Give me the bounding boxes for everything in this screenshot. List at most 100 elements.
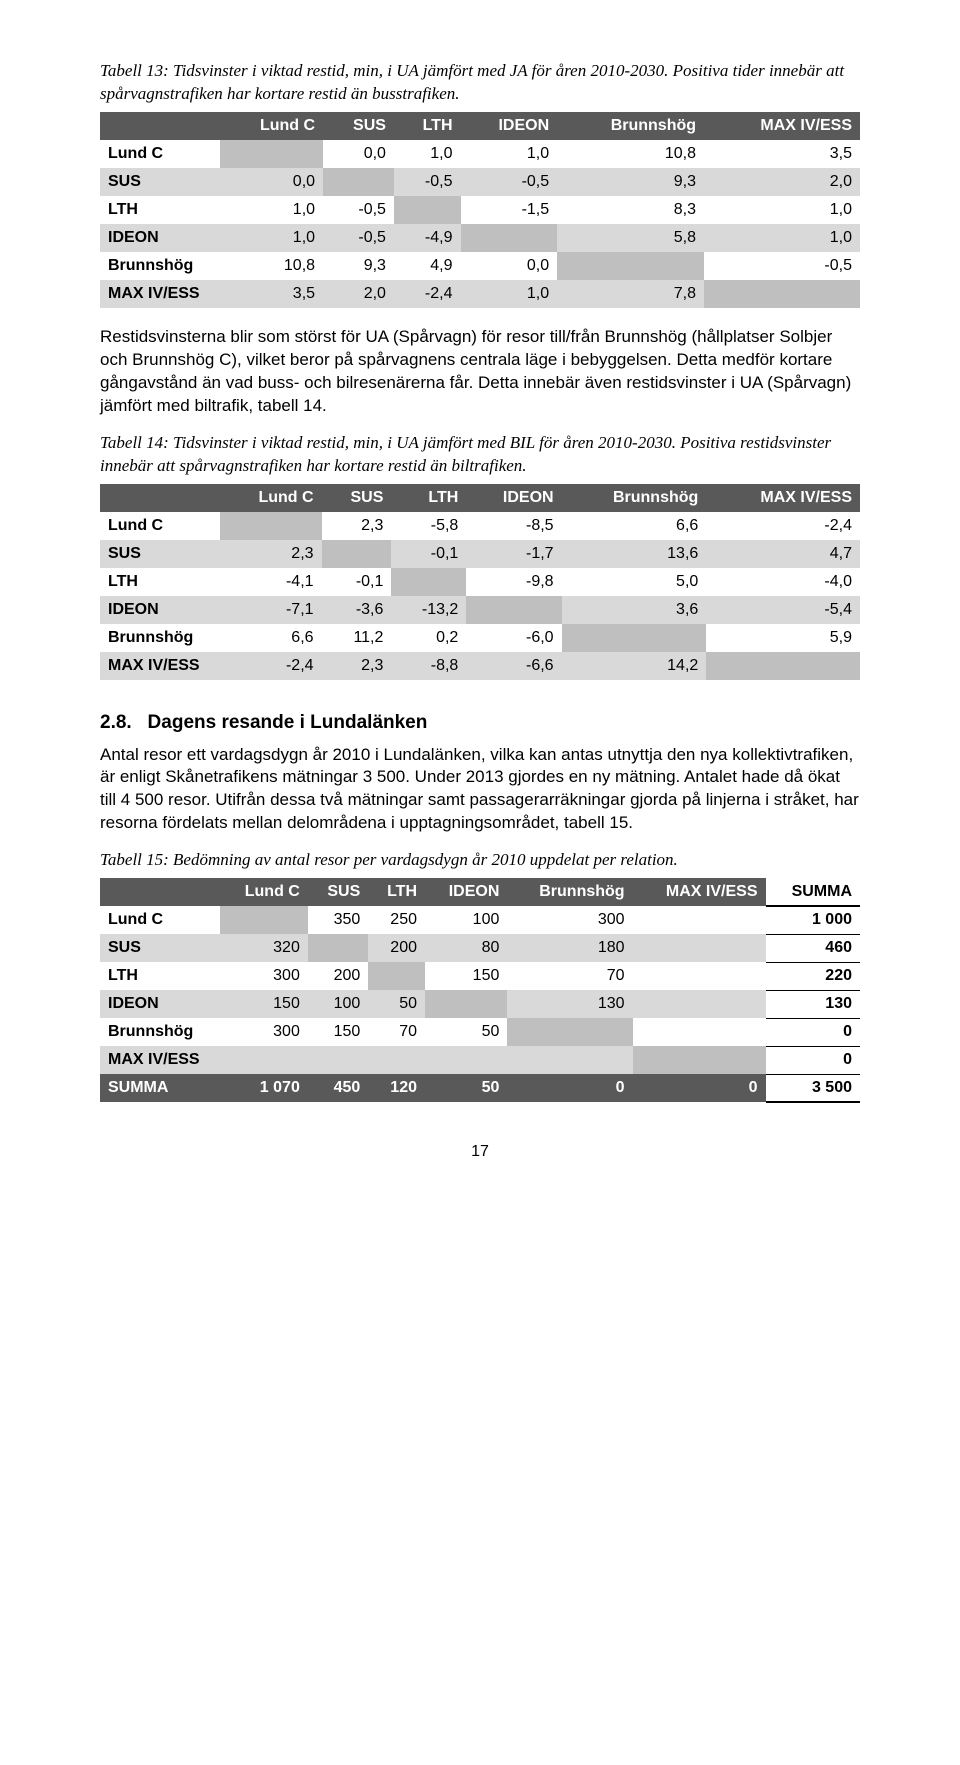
cell: 130: [507, 990, 632, 1018]
table-row: Lund C3502501003001 000: [100, 906, 860, 934]
table15-corner: [100, 878, 220, 906]
cell: -9,8: [466, 568, 561, 596]
cell: 0,0: [220, 168, 323, 196]
cell: 70: [368, 1018, 425, 1046]
table-row: IDEON1,0-0,5-4,95,81,0: [100, 224, 860, 252]
cell: -6,6: [466, 652, 561, 680]
cell: [322, 540, 392, 568]
cell: 10,8: [557, 140, 704, 168]
row-sum: 130: [766, 990, 861, 1018]
cell: 300: [220, 962, 308, 990]
cell: 50: [368, 990, 425, 1018]
cell: [308, 934, 368, 962]
table15-body: Lund C3502501003001 000SUS32020080180460…: [100, 906, 860, 1074]
cell: -13,2: [391, 596, 466, 624]
cell: 1,0: [220, 196, 323, 224]
table13-col-5: MAX IV/ESS: [704, 112, 860, 140]
cell: [633, 906, 766, 934]
table14-body: Lund C2,3-5,8-8,56,6-2,4SUS2,3-0,1-1,713…: [100, 512, 860, 680]
cell: [425, 990, 507, 1018]
cell: -1,5: [461, 196, 558, 224]
cell: 10,8: [220, 252, 323, 280]
cell: 300: [507, 906, 632, 934]
cell: 80: [425, 934, 507, 962]
cell: 0,2: [391, 624, 466, 652]
cell: 7,8: [557, 280, 704, 308]
cell: 70: [507, 962, 632, 990]
row-label: SUS: [100, 934, 220, 962]
row-label: Brunnshög: [100, 1018, 220, 1046]
table-row: MAX IV/ESS3,52,0-2,41,07,8: [100, 280, 860, 308]
cell: 8,3: [557, 196, 704, 224]
cell: 300: [220, 1018, 308, 1046]
row-sum: 1 000: [766, 906, 861, 934]
cell: [391, 568, 466, 596]
table13-corner: [100, 112, 220, 140]
cell: [633, 962, 766, 990]
table-row: Brunnshög30015070500: [100, 1018, 860, 1046]
cell: [461, 224, 558, 252]
cell: -0,5: [394, 168, 461, 196]
cell: 50: [425, 1018, 507, 1046]
cell: 14,2: [562, 652, 707, 680]
cell: 350: [308, 906, 368, 934]
table14-col-3: IDEON: [466, 484, 561, 512]
cell: [368, 1046, 425, 1074]
cell: [562, 624, 707, 652]
table-row: LTH-4,1-0,1-9,85,0-4,0: [100, 568, 860, 596]
table15-footer-4: 0: [507, 1074, 632, 1102]
cell: [633, 934, 766, 962]
cell: 2,3: [220, 540, 322, 568]
row-label: Brunnshög: [100, 624, 220, 652]
cell: 5,8: [557, 224, 704, 252]
table13-col-2: LTH: [394, 112, 461, 140]
cell: -4,9: [394, 224, 461, 252]
table-row: Lund C2,3-5,8-8,56,6-2,4: [100, 512, 860, 540]
table15-footer-2: 120: [368, 1074, 425, 1102]
cell: 2,0: [704, 168, 860, 196]
row-label: IDEON: [100, 990, 220, 1018]
row-label: IDEON: [100, 224, 220, 252]
cell: 3,5: [704, 140, 860, 168]
table14-caption: Tabell 14: Tidsvinster i viktad restid, …: [100, 432, 860, 478]
table-row: Lund C0,01,01,010,83,5: [100, 140, 860, 168]
cell: [308, 1046, 368, 1074]
cell: -0,1: [391, 540, 466, 568]
paragraph-1: Restidsvinsterna blir som störst för UA …: [100, 326, 860, 418]
cell: [706, 652, 860, 680]
cell: -8,5: [466, 512, 561, 540]
table15-col-5: MAX IV/ESS: [633, 878, 766, 906]
cell: 150: [308, 1018, 368, 1046]
table15-caption: Tabell 15: Bedömning av antal resor per …: [100, 849, 860, 872]
cell: 100: [425, 906, 507, 934]
section-title: Dagens resande i Lundalänken: [148, 712, 428, 733]
table14-header-row: Lund C SUS LTH IDEON Brunnshög MAX IV/ES…: [100, 484, 860, 512]
cell: -4,0: [706, 568, 860, 596]
table-row: SUS2,3-0,1-1,713,64,7: [100, 540, 860, 568]
cell: [368, 962, 425, 990]
table13-caption: Tabell 13: Tidsvinster i viktad restid, …: [100, 60, 860, 106]
table13: Lund C SUS LTH IDEON Brunnshög MAX IV/ES…: [100, 112, 860, 308]
row-label: SUS: [100, 540, 220, 568]
table15-col-2: LTH: [368, 878, 425, 906]
cell: [323, 168, 394, 196]
row-label: Brunnshög: [100, 252, 220, 280]
cell: 4,7: [706, 540, 860, 568]
table15-header-row: Lund C SUS LTH IDEON Brunnshög MAX IV/ES…: [100, 878, 860, 906]
cell: -7,1: [220, 596, 322, 624]
cell: 1,0: [461, 140, 558, 168]
table-row: MAX IV/ESS0: [100, 1046, 860, 1074]
cell: [633, 1046, 766, 1074]
table-row: IDEON15010050130130: [100, 990, 860, 1018]
section-2-8-body: Antal resor ett vardagsdygn år 2010 i Lu…: [100, 744, 860, 836]
cell: 1,0: [461, 280, 558, 308]
table14-corner: [100, 484, 220, 512]
cell: -3,6: [322, 596, 392, 624]
cell: [220, 906, 308, 934]
cell: -6,0: [466, 624, 561, 652]
table-row: Brunnshög10,89,34,90,0-0,5: [100, 252, 860, 280]
table15-col-3: IDEON: [425, 878, 507, 906]
cell: 2,3: [322, 512, 392, 540]
row-label: Lund C: [100, 906, 220, 934]
cell: 2,3: [322, 652, 392, 680]
